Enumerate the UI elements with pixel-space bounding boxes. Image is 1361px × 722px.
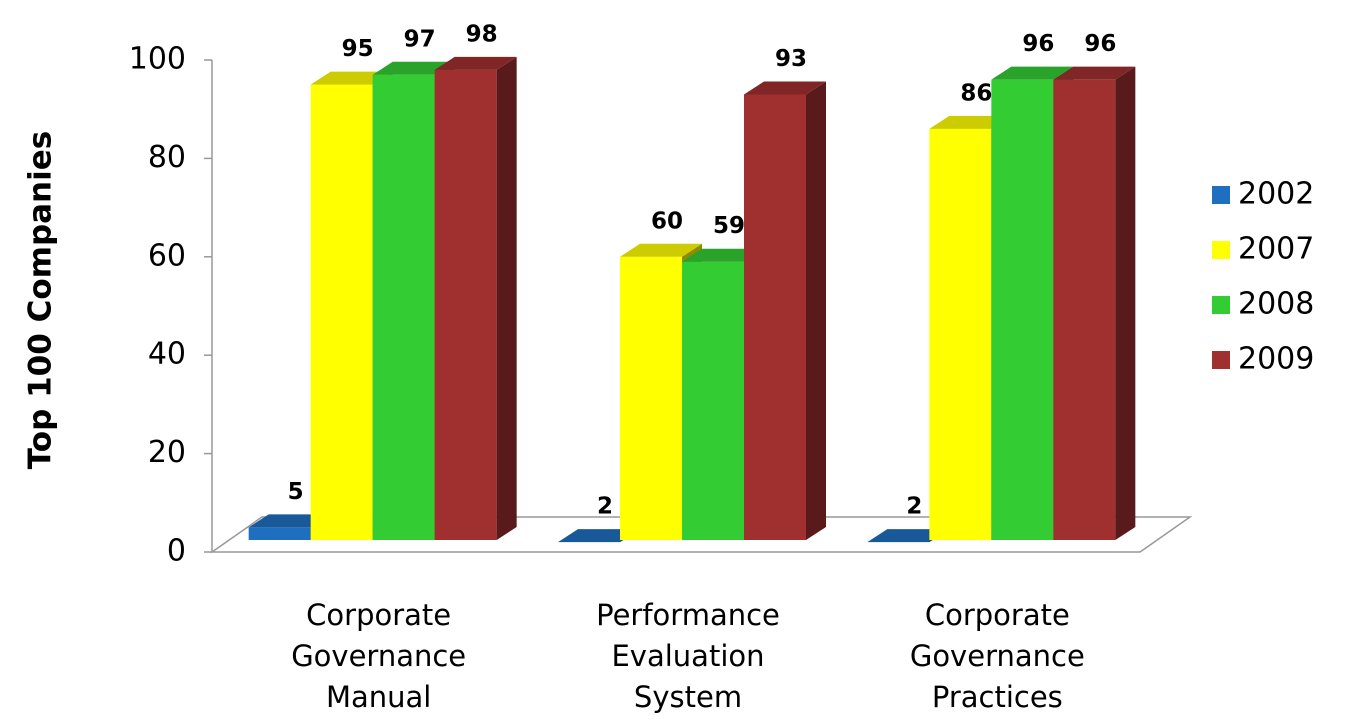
bar-front: [310, 84, 373, 540]
bar-front: [1053, 79, 1116, 541]
bar-top: [558, 529, 640, 543]
y-axis-title: Top 100 Companies: [23, 131, 59, 469]
data-label: 86: [960, 80, 992, 106]
legend-swatch: [1212, 296, 1230, 314]
bar-top: [434, 56, 517, 70]
data-label: 97: [404, 26, 436, 52]
bar-top: [744, 81, 826, 95]
x-tick-label-line: Practices: [932, 680, 1063, 714]
bar-front: [682, 261, 744, 540]
y-tick-label: 60: [148, 238, 186, 273]
x-tick-label-line: Evaluation: [611, 639, 764, 673]
y-tick-label: 40: [148, 337, 186, 372]
bar: [744, 81, 826, 540]
legend-swatch: [1212, 241, 1230, 259]
bar-top: [929, 115, 1012, 129]
data-label: 59: [713, 213, 745, 239]
bar-top: [682, 248, 764, 262]
x-tick-label-line: System: [634, 680, 742, 714]
data-label: 2: [906, 494, 922, 520]
legend-swatch: [1212, 351, 1230, 369]
x-tick-label-line: Corporate: [925, 598, 1070, 632]
data-label: 96: [1084, 31, 1116, 57]
bar-front: [991, 79, 1054, 541]
bar-front: [744, 94, 806, 540]
y-tick-label: 0: [167, 534, 186, 569]
x-tick-label-line: Governance: [291, 639, 466, 673]
legend-label: 2009: [1238, 342, 1314, 377]
bar-top: [620, 243, 702, 257]
legend-swatch: [1212, 186, 1230, 204]
x-tick-label: Corporate Governance Practices: [910, 598, 1085, 714]
bar-side: [806, 81, 826, 540]
y-tick-label: 20: [148, 435, 186, 470]
floor: [209, 516, 1193, 553]
bar-front: [434, 69, 497, 540]
bar-top: [372, 61, 455, 75]
bar-top: [991, 66, 1074, 80]
x-tick-label-line: Manual: [326, 680, 431, 714]
bar-side: [1115, 66, 1136, 541]
y-tick-label: 100: [129, 42, 186, 77]
data-label: 5: [288, 479, 304, 505]
y-tick-label: 80: [148, 140, 186, 175]
data-label: 96: [1022, 31, 1054, 57]
bar-front: [929, 128, 992, 540]
data-label: 93: [775, 46, 807, 72]
bar-front: [372, 74, 435, 540]
legend-label: 2007: [1238, 232, 1314, 267]
x-tick-label-line: Governance: [910, 639, 1085, 673]
bar-top: [867, 529, 950, 543]
x-tick-label-line: Corporate: [306, 598, 451, 632]
bar-top: [248, 514, 331, 528]
legend-label: 2008: [1238, 287, 1314, 322]
bar-front: [248, 527, 311, 540]
data-label: 2: [597, 494, 613, 520]
bar-top: [1053, 66, 1136, 80]
data-label: 95: [342, 36, 374, 62]
x-tick-label: Performance Evaluation System: [596, 598, 780, 714]
bar-front: [620, 256, 682, 540]
bar-side: [496, 56, 517, 541]
legend-label: 2002: [1238, 177, 1314, 212]
data-label: 60: [651, 208, 683, 234]
bar: [434, 56, 517, 541]
bar-top: [310, 71, 393, 85]
x-tick-label: Corporate Governance Manual: [291, 598, 466, 714]
data-label: 98: [466, 21, 498, 47]
bar: [1053, 66, 1136, 541]
x-tick-label-line: Performance: [596, 598, 780, 632]
